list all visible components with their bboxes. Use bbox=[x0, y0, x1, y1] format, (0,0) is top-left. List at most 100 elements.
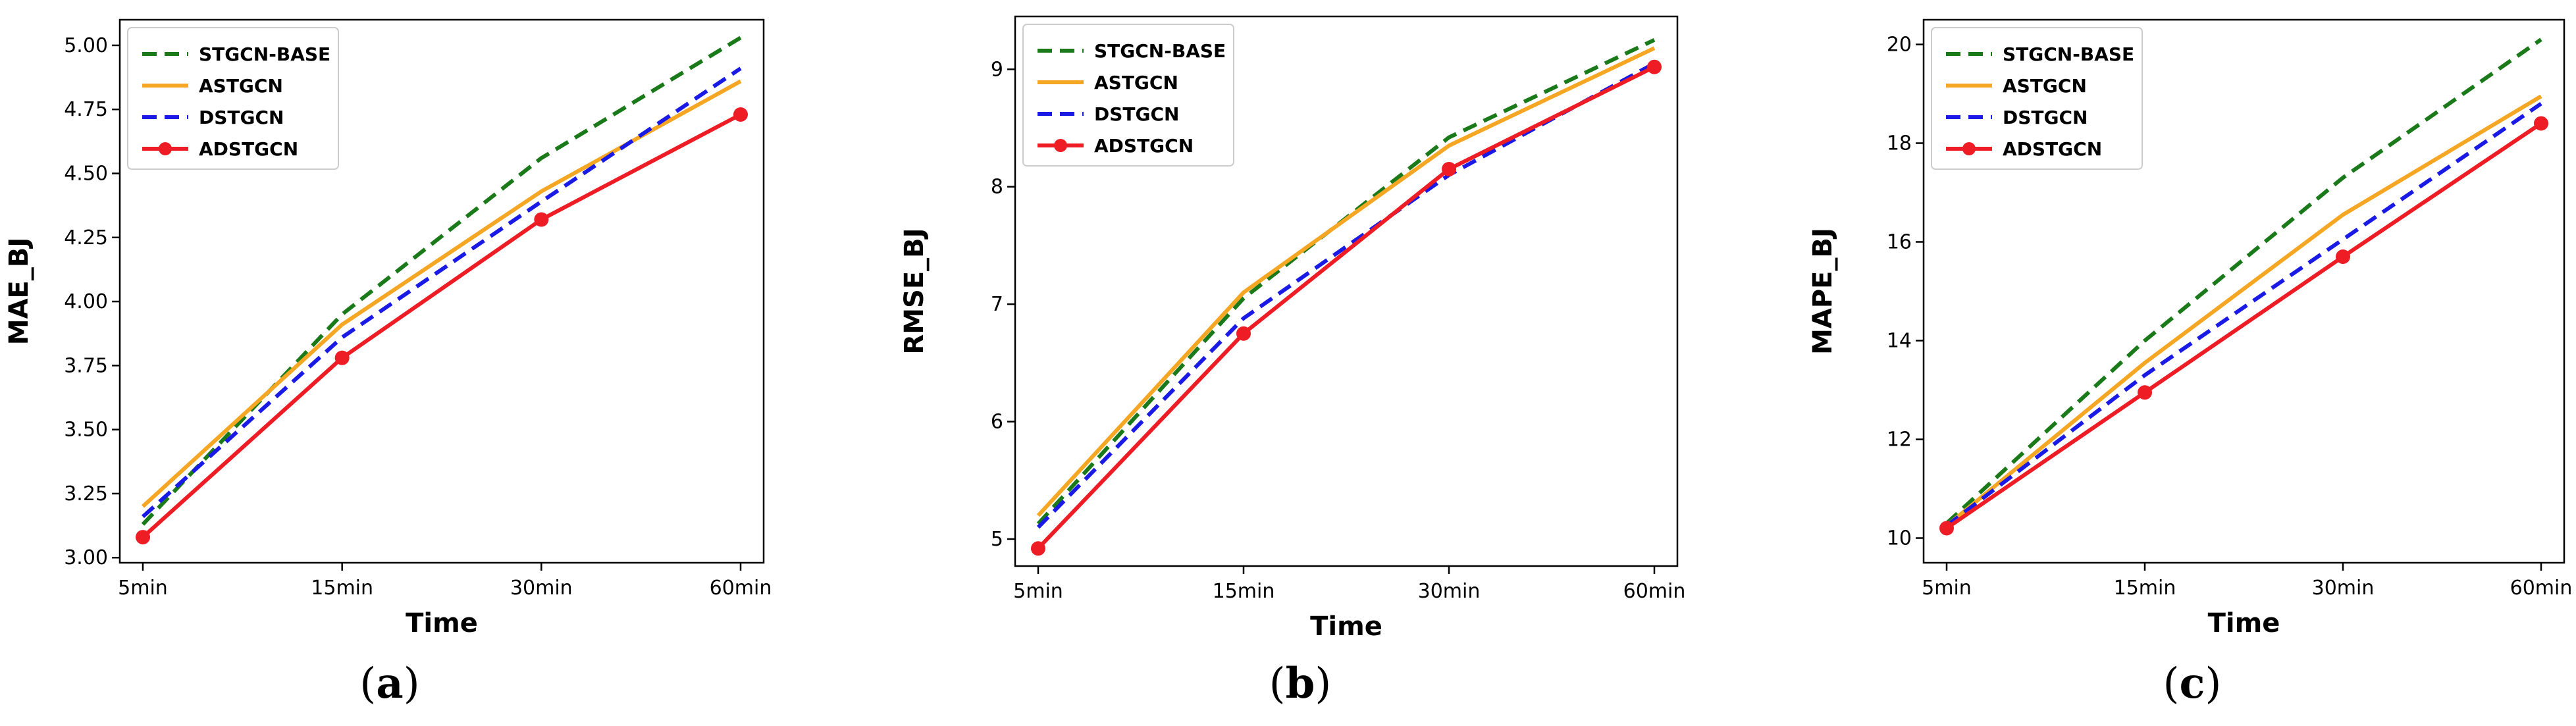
y-tick-label: 4.00 bbox=[64, 290, 108, 313]
legend-label: DSTGCN bbox=[1094, 103, 1179, 125]
legend-box bbox=[127, 27, 339, 170]
data-point-adstgcn bbox=[1939, 521, 1954, 536]
legend-label: ADSTGCN bbox=[199, 138, 298, 160]
panel-caption: (c) bbox=[2163, 659, 2222, 708]
x-tick-label: 5min bbox=[118, 577, 168, 600]
legend-label: STGCN-BASE bbox=[199, 43, 330, 65]
y-tick-label: 14 bbox=[1887, 330, 1912, 353]
data-point-adstgcn bbox=[1031, 541, 1045, 556]
y-tick-label: 4.50 bbox=[64, 162, 108, 185]
panel-caption: (a) bbox=[359, 659, 419, 708]
y-tick-label: 3.25 bbox=[64, 482, 108, 506]
series-line-stgcn-base bbox=[1945, 38, 2542, 525]
y-tick-label: 3.75 bbox=[64, 354, 108, 377]
panel-caption: (b) bbox=[1269, 659, 1332, 708]
legend-label: DSTGCN bbox=[199, 107, 284, 128]
x-tick-label: 15min bbox=[1213, 580, 1275, 603]
caption-open: ( bbox=[359, 660, 376, 708]
x-tick-label: 15min bbox=[311, 577, 373, 600]
y-tick-label: 6 bbox=[991, 411, 1003, 434]
y-tick-label: 3.00 bbox=[64, 546, 108, 569]
chart-panel-c: 10 12 14 16 18 20 5min 15min 30min 60min Time MAPE_… bbox=[1808, 18, 2573, 708]
legend-marker bbox=[159, 142, 172, 155]
chart-panel-b: 5 6 7 8 9 5min 15min 30min 60min Time RMSE_BJ STGCN… bbox=[899, 15, 1686, 708]
series-line-adstgcn bbox=[141, 113, 742, 539]
series-line-dstgcn bbox=[141, 66, 742, 519]
y-axis-label: RMSE_BJ bbox=[899, 228, 930, 354]
legend-marker bbox=[1054, 139, 1067, 152]
legend-label: ASTGCN bbox=[2003, 75, 2087, 97]
y-tick-label: 3.50 bbox=[64, 419, 108, 442]
caption-open: ( bbox=[2163, 660, 2180, 708]
data-point-adstgcn bbox=[1442, 161, 1456, 176]
caption-letter: a bbox=[376, 659, 403, 708]
x-axis-label: Time bbox=[406, 608, 478, 638]
series-line-adstgcn bbox=[1945, 122, 2542, 530]
chart-panel-a: 3.00 3.25 3.50 3.75 4.00 4.25 4.50 4.75 5.00 5min… bbox=[4, 18, 772, 708]
series-line-astgcn bbox=[1036, 46, 1656, 517]
caption-letter: c bbox=[2180, 659, 2205, 708]
data-point-adstgcn bbox=[2336, 249, 2350, 264]
data-point-adstgcn bbox=[2138, 385, 2152, 400]
series-line-stgcn-base bbox=[141, 36, 742, 526]
x-tick-label: 30min bbox=[510, 577, 573, 600]
caption-close: ) bbox=[404, 660, 420, 708]
data-point-adstgcn bbox=[534, 212, 549, 227]
x-tick-label: 60min bbox=[1623, 580, 1686, 603]
legend-box bbox=[1022, 24, 1234, 167]
legend-box bbox=[1931, 27, 2143, 170]
x-tick-label: 60min bbox=[2510, 577, 2573, 600]
y-tick-label: 9 bbox=[991, 58, 1003, 81]
caption-open: ( bbox=[1269, 660, 1286, 708]
series-line-astgcn bbox=[1945, 94, 2542, 528]
legend-label: ASTGCN bbox=[1094, 72, 1178, 93]
data-point-adstgcn bbox=[1647, 59, 1662, 74]
plot-frame bbox=[118, 18, 765, 564]
data-point-adstgcn bbox=[136, 530, 150, 545]
legend-label: STGCN-BASE bbox=[1094, 40, 1226, 62]
y-axis-label: MAE_BJ bbox=[4, 238, 34, 345]
legend: STGCN-BASE ASTGCN DSTGCN ADSTGCN bbox=[127, 27, 339, 170]
x-tick-label: 60min bbox=[710, 577, 772, 600]
x-axis-label: Time bbox=[2208, 608, 2280, 638]
data-point-adstgcn bbox=[2534, 116, 2548, 131]
legend-label: ADSTGCN bbox=[1094, 135, 1194, 157]
y-tick-label: 12 bbox=[1887, 428, 1912, 452]
legend-label: ASTGCN bbox=[199, 75, 283, 97]
series-line-dstgcn bbox=[1945, 102, 2542, 528]
caption-close: ) bbox=[1315, 660, 1331, 708]
x-tick-label: 15min bbox=[2114, 577, 2176, 600]
y-tick-label: 5 bbox=[991, 528, 1003, 551]
legend: STGCN-BASE ASTGCN DSTGCN ADSTGCN bbox=[1931, 27, 2143, 170]
x-tick-label: 30min bbox=[1418, 580, 1481, 603]
caption-letter: b bbox=[1286, 659, 1315, 708]
y-axis-label: MAPE_BJ bbox=[1808, 228, 1838, 355]
data-point-adstgcn bbox=[733, 107, 748, 122]
x-tick-label: 30min bbox=[2312, 577, 2375, 600]
legend: STGCN-BASE ASTGCN DSTGCN ADSTGCN bbox=[1022, 24, 1234, 167]
caption-close: ) bbox=[2205, 660, 2221, 708]
data-point-adstgcn bbox=[334, 350, 350, 365]
y-tick-label: 16 bbox=[1887, 231, 1912, 254]
legend-marker bbox=[1962, 142, 1976, 155]
y-tick-label: 18 bbox=[1887, 132, 1912, 155]
x-axis-label: Time bbox=[1310, 611, 1382, 642]
y-tick-label: 4.25 bbox=[64, 226, 108, 249]
legend-label: ADSTGCN bbox=[2003, 138, 2102, 160]
y-tick-label: 7 bbox=[991, 293, 1003, 316]
plot-frame bbox=[1014, 15, 1679, 567]
y-tick-label: 10 bbox=[1887, 527, 1912, 550]
y-tick-label: 8 bbox=[991, 176, 1003, 199]
y-tick-label: 5.00 bbox=[64, 34, 108, 57]
data-point-adstgcn bbox=[1236, 326, 1251, 341]
x-tick-label: 5min bbox=[1013, 580, 1063, 603]
y-tick-label: 20 bbox=[1887, 34, 1912, 57]
series-line-adstgcn bbox=[1036, 65, 1656, 550]
x-tick-label: 5min bbox=[1922, 577, 1972, 600]
y-tick-label: 4.75 bbox=[64, 98, 108, 121]
plot-frame bbox=[1922, 18, 2565, 564]
legend-label: DSTGCN bbox=[2003, 107, 2088, 128]
legend-label: STGCN-BASE bbox=[2003, 43, 2134, 65]
